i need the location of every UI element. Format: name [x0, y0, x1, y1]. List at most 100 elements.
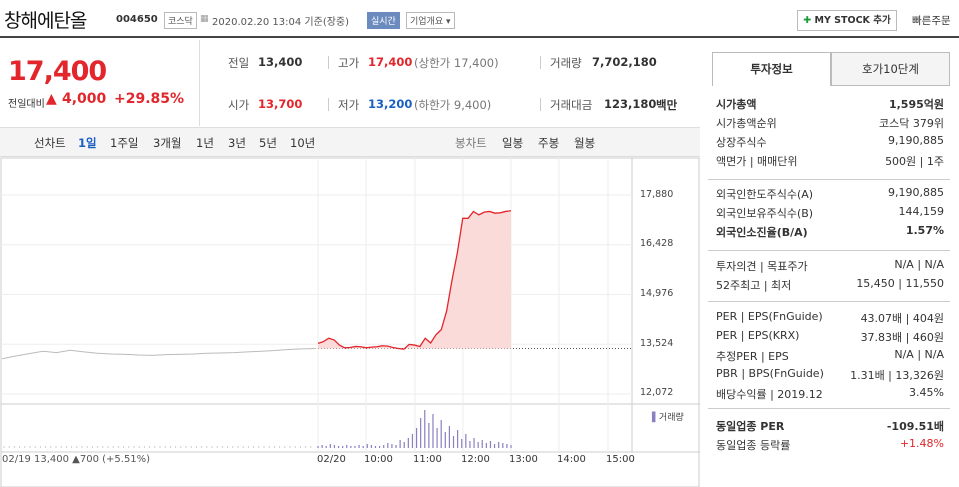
x-tick-label: 13:00 — [509, 454, 538, 465]
panel-row-label: 52주최고 | 최저 — [716, 279, 792, 292]
panel-row: PER | EPS(KRX) 37.83배 | 460원 — [716, 329, 944, 344]
tab-5year[interactable]: 5년 — [259, 136, 277, 150]
amount-label: 거래대금 — [550, 98, 593, 112]
volume-label: 거래량 — [550, 56, 582, 70]
tab-1day[interactable]: 1일 — [78, 136, 97, 150]
company-info-label: 기업개요 — [410, 17, 444, 27]
panel-divider — [708, 408, 950, 409]
x-tick-label: 02/20 — [317, 454, 346, 465]
mystock-add-button[interactable]: ✚ MY STOCK 추가 — [797, 10, 897, 31]
x-tick-label: 11:00 — [413, 454, 442, 465]
tab-monthly[interactable]: 월봉 — [574, 136, 596, 150]
y-tick-label: 17,880 — [640, 189, 674, 200]
x-tick-label: 12:00 — [461, 454, 490, 465]
x-tick-label: 14:00 — [557, 454, 586, 465]
panel-row-value: -109.51배 — [886, 420, 944, 433]
tab-10year[interactable]: 10년 — [290, 136, 316, 150]
panel-row-value: N/A | N/A — [894, 348, 944, 361]
prev-close-label: 전일 — [228, 56, 250, 70]
current-price: 17,400 — [8, 56, 107, 87]
quick-order-button[interactable]: 빠른주문 — [912, 15, 951, 27]
amount-value: 123,180 — [604, 97, 657, 111]
panel-row-label: 액면가 | 매매단위 — [716, 155, 798, 168]
y-tick-label: 12,072 — [640, 387, 674, 398]
panel-row: 액면가 | 매매단위 500원 | 1주 — [716, 153, 944, 169]
tab-orderbook[interactable]: 호가10단계 — [831, 52, 950, 86]
chart-frame — [0, 157, 700, 487]
panel-row-value: N/A | N/A — [894, 258, 944, 271]
panel-row: 추정PER | EPS N/A | N/A — [716, 348, 944, 364]
x-tick-label: 15:00 — [606, 454, 635, 465]
tab-weekly[interactable]: 주봉 — [538, 136, 560, 150]
panel-row-value: 1,595억원 — [888, 98, 944, 111]
tab-invest-info[interactable]: 투자정보 — [712, 52, 831, 86]
panel-row-value: 1.31배 | 13,326원 — [850, 369, 944, 382]
price-area — [318, 210, 511, 350]
volume-legend-label: 거래량 — [658, 413, 684, 423]
plus-icon: ✚ — [803, 15, 812, 26]
panel-row: 시가총액 1,595억원 — [716, 96, 944, 112]
stock-code: 004650 — [116, 14, 158, 25]
tab-3year[interactable]: 3년 — [228, 136, 246, 150]
company-info-dropdown[interactable]: 기업개요 ▾ — [406, 12, 455, 29]
prev-close-value: 13,400 — [258, 55, 303, 69]
panel-row-label: 외국인한도주식수(A) — [716, 188, 814, 201]
panel-row-label: PBR | BPS(FnGuide) — [716, 367, 824, 380]
chevron-down-icon: ▾ — [446, 17, 451, 27]
change-percent: +29.85% — [114, 91, 185, 107]
panel-row-value: 144,159 — [898, 205, 945, 218]
panel-row-label: 외국인보유주식수(B) — [716, 207, 814, 220]
amount-unit: 백만 — [656, 98, 678, 112]
panel-row: 동일업종 등락률 +1.48% — [716, 437, 944, 453]
panel-row-label: 외국인소진율(B/A) — [716, 226, 808, 239]
y-tick-label: 13,524 — [640, 338, 674, 349]
price-chart — [0, 157, 700, 487]
open-value: 13,700 — [258, 97, 303, 111]
y-tick-label: 14,976 — [640, 288, 674, 299]
tab-daily[interactable]: 일봉 — [502, 136, 524, 150]
panel-row-label: 동일업종 등락률 — [716, 439, 791, 452]
tab-1week[interactable]: 1주일 — [110, 136, 139, 150]
chart-period-tabs: 선차트 1일 1주일 3개월 1년 3년 5년 10년 봉차트 일봉 주봉 월봉 — [0, 127, 700, 157]
low-value: 13,200 — [368, 97, 413, 111]
change-label: 전일대비 — [8, 99, 45, 110]
panel-row-label: 배당수익률 | 2019.12 — [716, 388, 823, 401]
current-price-box: 17,400 전일대비 ▲ 4,000 +29.85% — [0, 40, 200, 126]
panel-row: 상장주식수 9,190,885 — [716, 134, 944, 150]
panel-row-value: 37.83배 | 460원 — [860, 331, 944, 344]
panel-row-value: 9,190,885 — [888, 186, 944, 199]
upper-limit: (상한가 17,400) — [414, 56, 499, 70]
header: 창해에탄올 004650 코스닥 ▦ 2020.02.20 13:04 기준(장… — [0, 0, 959, 38]
panel-row: 시가총액순위 코스닥 379위 — [716, 115, 944, 131]
panel-row-value: 코스닥 379위 — [879, 117, 944, 130]
panel-row-label: 동일업종 PER — [716, 420, 785, 433]
panel-row-value: 500원 | 1주 — [885, 155, 944, 168]
stock-name: 창해에탄올 — [4, 10, 87, 32]
y-tick-label: 16,428 — [640, 238, 674, 249]
calendar-icon: ▦ — [200, 14, 209, 24]
mystock-label: MY STOCK 추가 — [814, 15, 891, 26]
panel-row: 투자의견 | 목표주가 N/A | N/A — [716, 258, 944, 274]
high-label: 고가 — [338, 56, 360, 70]
panel-row-value: 1.57% — [905, 224, 944, 237]
panel-row-value: 43.07배 | 404원 — [860, 312, 944, 325]
x-tick-label: 10:00 — [364, 454, 393, 465]
prev-day-footer: 02/19 13,400 ▲700 (+5.51%) — [2, 454, 151, 465]
realtime-badge: 실시간 — [367, 12, 400, 29]
panel-row-value: 9,190,885 — [888, 134, 944, 147]
panel-row-label: PER | EPS(FnGuide) — [716, 310, 823, 323]
market-badge: 코스닥 — [164, 12, 197, 29]
panel-row-label: 상장주식수 — [716, 136, 767, 149]
panel-row: 52주최고 | 최저 15,450 | 11,550 — [716, 277, 944, 293]
volume-value: 7,702,180 — [592, 55, 657, 69]
panel-row-label: 시가총액순위 — [716, 117, 777, 130]
tab-3month[interactable]: 3개월 — [153, 136, 182, 150]
candle-chart-label: 봉차트 — [455, 136, 487, 150]
line-chart-label: 선차트 — [34, 136, 66, 150]
change-amount: 4,000 — [62, 91, 107, 107]
panel-row-label: 추정PER | EPS — [716, 350, 789, 363]
panel-divider — [708, 179, 950, 180]
prev-day-line — [1, 347, 317, 360]
high-value: 17,400 — [368, 55, 413, 69]
tab-1year[interactable]: 1년 — [196, 136, 214, 150]
